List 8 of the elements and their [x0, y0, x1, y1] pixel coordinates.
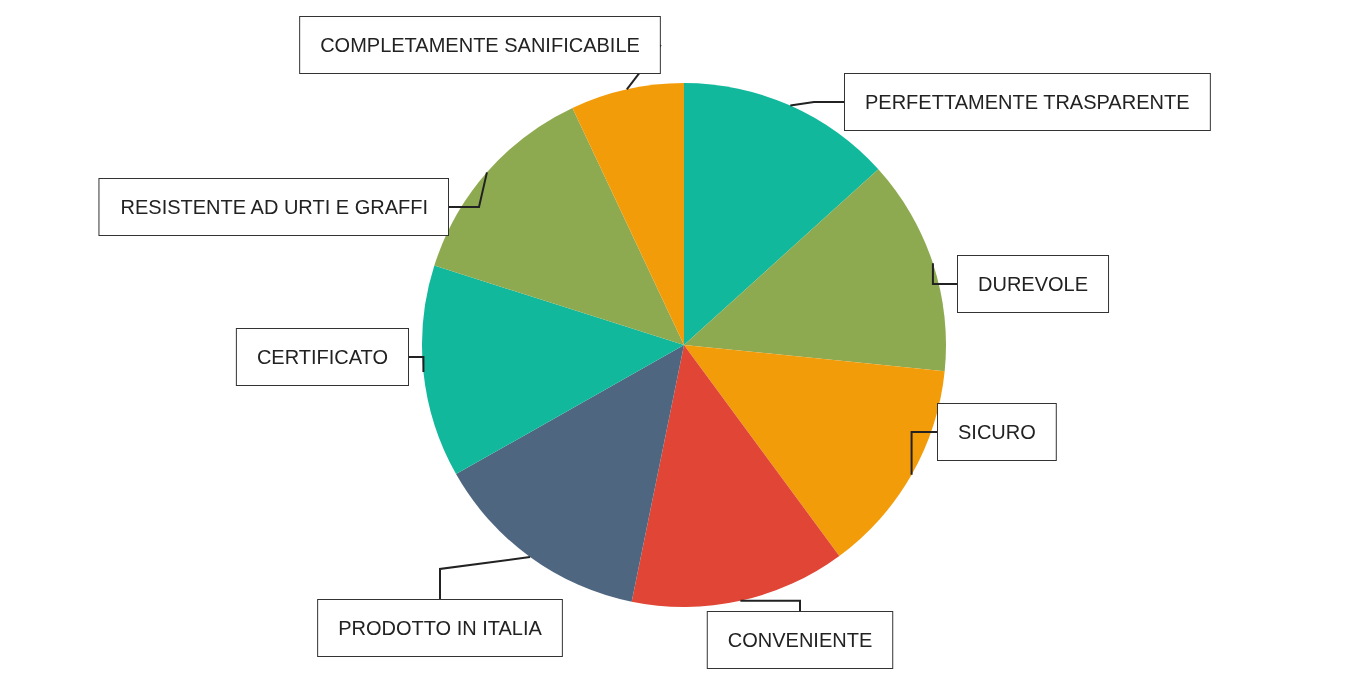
- slice-label: PRODOTTO IN ITALIA: [338, 617, 543, 639]
- slice-label: CERTIFICATO: [256, 346, 388, 368]
- slice-label: SICURO: [958, 421, 1036, 443]
- slice-label: CONVENIENTE: [727, 629, 873, 651]
- slice-label: PERFETTAMENTE TRASPARENTE: [865, 91, 1190, 113]
- slice-label: RESISTENTE AD URTI E GRAFFI: [120, 196, 428, 218]
- slice-label: DUREVOLE: [978, 273, 1089, 295]
- slice-label: COMPLETAMENTE SANIFICABILE: [320, 34, 640, 56]
